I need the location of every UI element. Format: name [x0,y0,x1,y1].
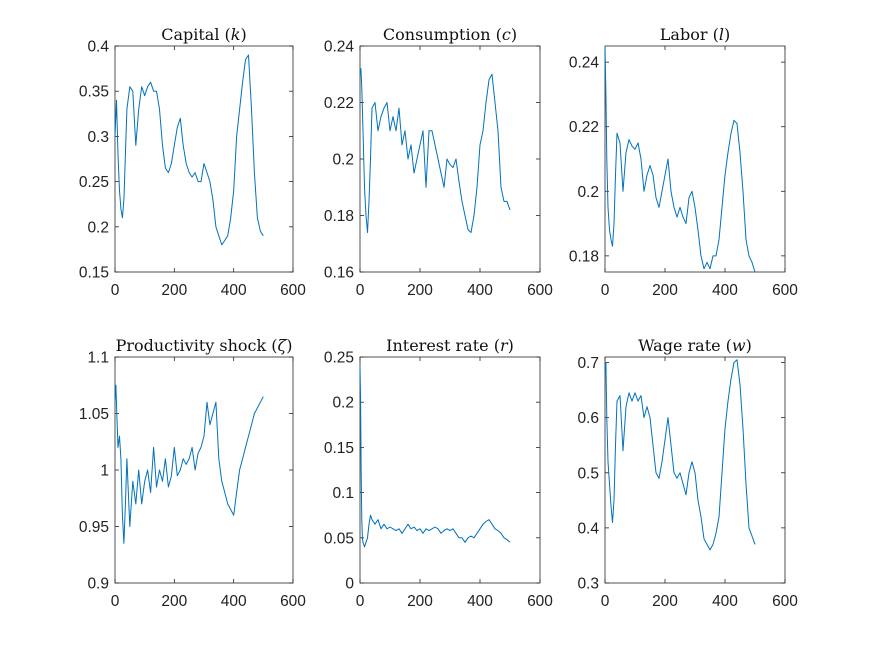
y-tick-label: 0.18 [569,248,599,265]
y-tick-label: 0.22 [569,119,599,136]
y-tick-label: 0 [345,576,354,593]
y-tick-label: 0.6 [577,410,599,427]
axes-box [360,46,540,272]
y-tick-label: 1.05 [79,406,109,423]
x-tick-label: 0 [356,593,365,610]
y-tick-label: 0.15 [79,265,109,282]
x-tick-label: 600 [280,282,306,299]
panel-title: Interest rate (r) [386,336,514,355]
x-tick-label: 400 [221,593,247,610]
y-tick-label: 0.2 [577,184,599,201]
y-tick-label: 1 [100,463,109,480]
x-tick-label: 600 [527,282,553,299]
panel-title: Consumption (c) [383,25,517,44]
y-tick-label: 0.22 [324,95,354,112]
x-tick-label: 600 [527,593,553,610]
y-tick-label: 0.16 [324,265,354,282]
panel-title: Capital (k) [161,25,247,44]
x-tick-label: 400 [467,282,493,299]
panel-title: Labor (l) [660,25,730,44]
x-tick-label: 400 [712,593,738,610]
panel-wage-rate: Wage rate (w) 0 200 400 600 0.3 0.4 0.5 0.6 0.7 [577,336,798,610]
axes-box [115,46,293,272]
y-tick-label: 0.2 [87,219,109,236]
x-tick-label: 600 [772,282,798,299]
x-tick-label: 400 [221,282,247,299]
y-tick-label: 0.9 [87,576,109,593]
y-tick-label: 0.18 [324,208,354,225]
y-tick-label: 0.05 [324,530,354,547]
x-tick-label: 0 [111,282,120,299]
x-tick-label: 200 [161,593,187,610]
y-tick-label: 0.5 [577,465,599,482]
y-tick-label: 0.95 [79,519,109,536]
y-tick-label: 0.3 [87,129,109,146]
y-tick-label: 0.2 [332,152,354,169]
axes-box [605,357,785,583]
y-tick-label: 1.1 [87,350,109,367]
x-tick-label: 0 [356,282,365,299]
panel-title: Wage rate (w) [638,336,752,355]
x-tick-label: 600 [772,593,798,610]
y-tick-label: 0.1 [332,485,354,502]
x-tick-label: 200 [652,282,678,299]
y-tick-label: 0.24 [569,55,600,72]
y-tick-label: 0.25 [79,174,109,191]
panel-title: Productivity shock (ζ) [116,336,293,355]
x-tick-label: 0 [601,282,610,299]
axes-box [605,46,785,272]
axes-box [115,357,293,583]
x-tick-label: 0 [601,593,610,610]
y-tick-label: 0.15 [324,440,354,457]
x-tick-label: 200 [407,593,433,610]
y-tick-label: 0.24 [324,39,355,56]
y-tick-label: 0.25 [324,350,354,367]
x-tick-label: 400 [467,593,493,610]
x-tick-label: 400 [712,282,738,299]
y-tick-label: 0.35 [79,84,109,101]
x-tick-label: 200 [161,282,187,299]
x-tick-label: 0 [111,593,120,610]
y-tick-label: 0.2 [332,395,354,412]
y-tick-label: 0.4 [577,520,599,537]
x-tick-label: 600 [280,593,306,610]
y-tick-label: 0.7 [577,355,599,372]
y-tick-label: 0.3 [577,576,599,593]
x-tick-label: 200 [407,282,433,299]
axes-box [360,357,540,583]
y-tick-label: 0.4 [87,39,109,56]
x-tick-label: 200 [652,593,678,610]
